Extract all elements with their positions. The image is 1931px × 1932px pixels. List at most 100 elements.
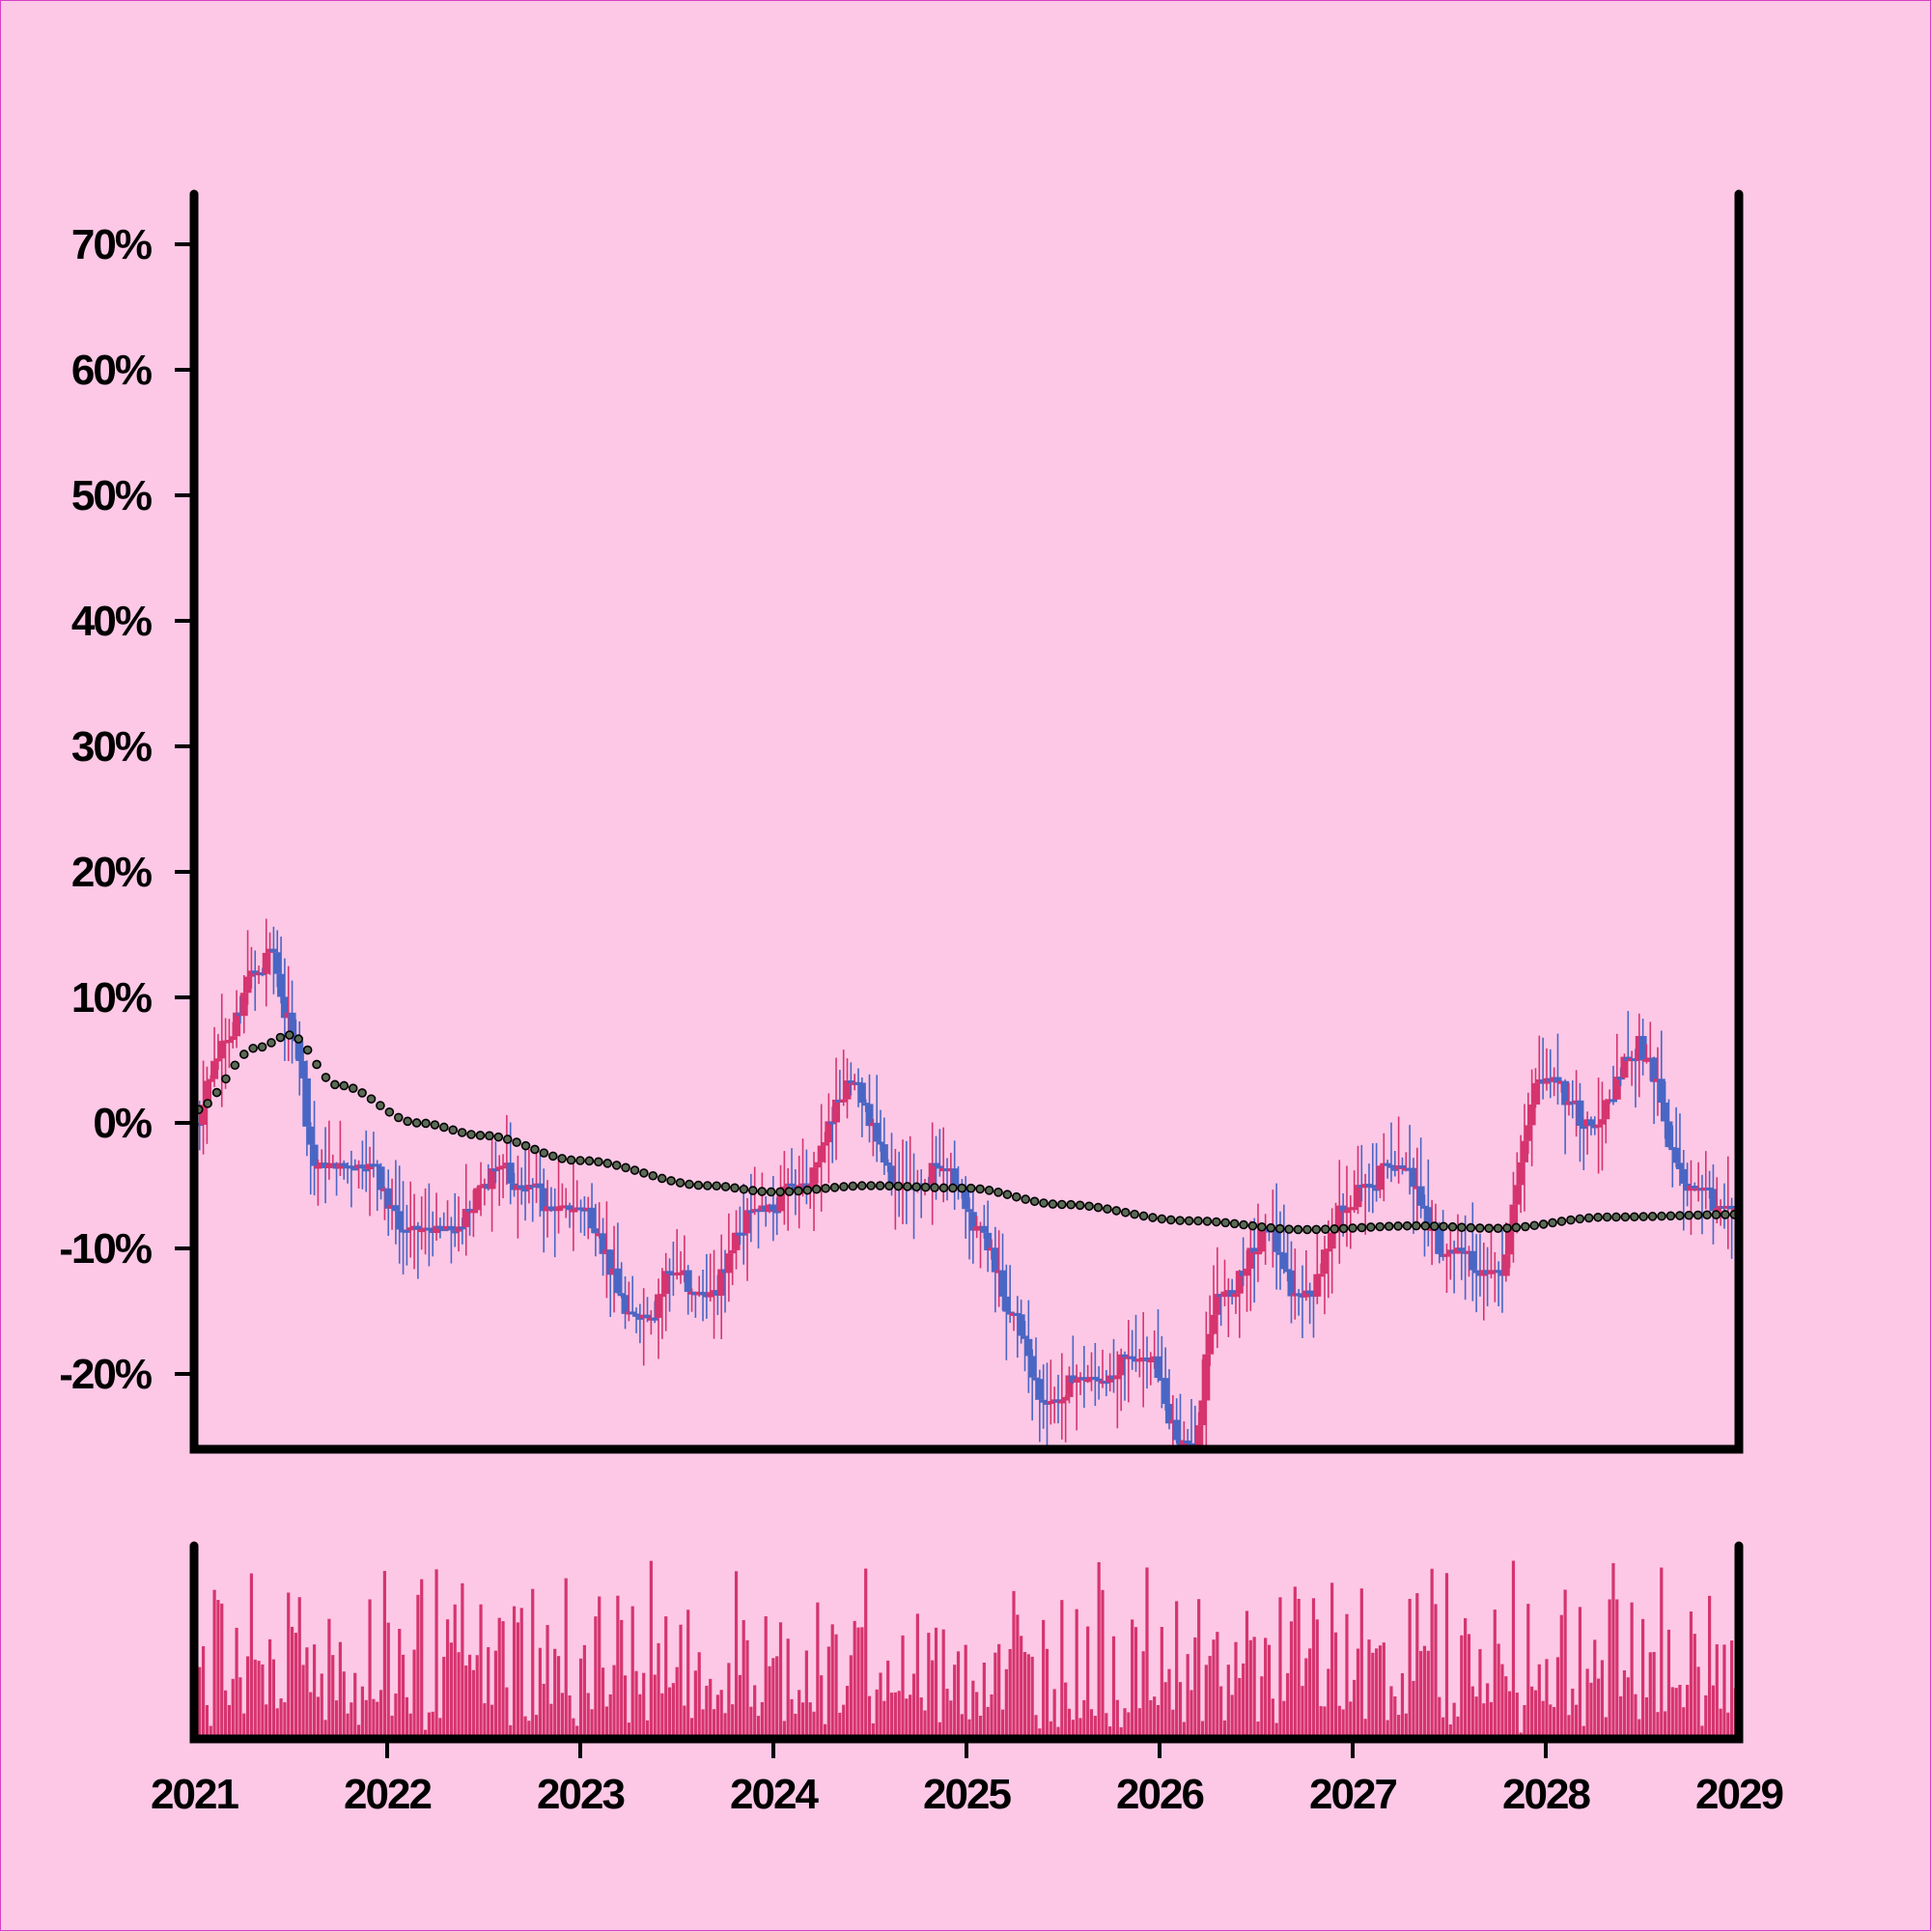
volume-bar bbox=[327, 1618, 331, 1739]
x-tick-label: 2023 bbox=[537, 1771, 624, 1818]
candle-body bbox=[1672, 1147, 1681, 1163]
trend-dot bbox=[1412, 1220, 1421, 1231]
volume-bar bbox=[1615, 1599, 1619, 1739]
candle-body bbox=[1472, 1270, 1481, 1274]
volume-bar bbox=[616, 1595, 620, 1739]
candle-body bbox=[391, 1205, 400, 1212]
trend-dot bbox=[457, 1128, 467, 1137]
candle-body bbox=[1324, 1248, 1332, 1252]
trend-dot bbox=[348, 1083, 358, 1093]
volume-bar bbox=[808, 1702, 812, 1739]
trend-dot bbox=[811, 1184, 822, 1194]
volume-bar bbox=[490, 1704, 494, 1739]
candle-body bbox=[566, 1205, 574, 1211]
candle-body bbox=[1320, 1249, 1329, 1274]
y-tick-label: 30% bbox=[71, 723, 152, 770]
trend-dot bbox=[930, 1183, 939, 1192]
candle-body bbox=[1164, 1403, 1173, 1424]
candle-body bbox=[1384, 1162, 1392, 1166]
volume-bar bbox=[467, 1654, 472, 1739]
volume-bar bbox=[915, 1613, 919, 1739]
trend-dot bbox=[366, 1094, 377, 1104]
candle-body bbox=[1620, 1056, 1629, 1078]
x-tick-label: 2027 bbox=[1309, 1771, 1396, 1818]
volume-bar bbox=[804, 1650, 808, 1739]
volume-bar bbox=[578, 1658, 583, 1739]
candle-body bbox=[950, 1168, 959, 1185]
volume-bar bbox=[1585, 1668, 1589, 1739]
trend-dot bbox=[1384, 1221, 1394, 1231]
volume-bar bbox=[1464, 1617, 1468, 1739]
candle-body bbox=[1616, 1077, 1625, 1080]
volume-bar bbox=[612, 1665, 616, 1739]
volume-bar bbox=[1337, 1705, 1341, 1739]
candle-body bbox=[887, 1165, 896, 1187]
trend-dot bbox=[1075, 1200, 1085, 1211]
volume-bar bbox=[538, 1647, 542, 1739]
volume-bar bbox=[1660, 1567, 1664, 1739]
candle-body bbox=[1301, 1290, 1310, 1298]
volume-bar bbox=[1730, 1640, 1734, 1739]
volume-bar bbox=[1286, 1672, 1290, 1739]
volume-bar bbox=[971, 1680, 975, 1739]
volume-bar bbox=[645, 1720, 650, 1739]
volume-bar bbox=[1504, 1676, 1508, 1739]
candle-body bbox=[210, 1060, 219, 1079]
trend-dot bbox=[784, 1187, 795, 1196]
volume-bar bbox=[1526, 1604, 1530, 1739]
candle-body bbox=[1198, 1400, 1207, 1426]
candle-body bbox=[1235, 1271, 1244, 1294]
volume-bar bbox=[1274, 1722, 1278, 1739]
price-panel-frame bbox=[189, 189, 1744, 1454]
trend-dot bbox=[1529, 1220, 1540, 1231]
volume-bar bbox=[1278, 1597, 1282, 1739]
volume-bar bbox=[800, 1702, 805, 1739]
trend-dot bbox=[547, 1151, 558, 1162]
trend-dot bbox=[903, 1182, 912, 1191]
volume-bar bbox=[653, 1674, 657, 1739]
candle-body bbox=[617, 1293, 626, 1297]
volume-bar bbox=[1419, 1650, 1423, 1739]
candle-body bbox=[629, 1311, 637, 1315]
candle-body bbox=[314, 1165, 322, 1169]
candle-body bbox=[724, 1253, 733, 1274]
volume-bar bbox=[1282, 1700, 1286, 1739]
volume-bar bbox=[1022, 1652, 1027, 1739]
volume-bar bbox=[889, 1693, 894, 1739]
candle-body bbox=[1184, 1440, 1192, 1443]
volume-bar bbox=[1493, 1610, 1497, 1739]
trend-dot bbox=[421, 1118, 431, 1129]
volume-bar bbox=[875, 1689, 879, 1739]
candle-body bbox=[1021, 1335, 1029, 1339]
trend-dot bbox=[1011, 1191, 1021, 1202]
candle-body bbox=[1002, 1296, 1011, 1312]
candle-body bbox=[591, 1228, 600, 1234]
trend-dot bbox=[1338, 1223, 1349, 1234]
trend-dot bbox=[221, 1074, 231, 1084]
candle-body bbox=[1095, 1378, 1104, 1382]
volume-bar bbox=[856, 1627, 860, 1739]
candle-body bbox=[1073, 1379, 1081, 1383]
volume-bar bbox=[1604, 1717, 1608, 1739]
volume-bar bbox=[423, 1729, 428, 1739]
volume-bar bbox=[826, 1646, 830, 1739]
volume-bar bbox=[1389, 1686, 1393, 1739]
volume-bar bbox=[745, 1639, 749, 1739]
trend-dot bbox=[294, 1034, 304, 1044]
trend-dot bbox=[1702, 1210, 1712, 1220]
volume-bar bbox=[938, 1722, 941, 1739]
volume-bar bbox=[790, 1698, 794, 1739]
volume-bar bbox=[911, 1673, 916, 1739]
volume-bar bbox=[997, 1643, 1001, 1739]
volume-bar bbox=[1060, 1600, 1064, 1739]
candle-body bbox=[1317, 1274, 1326, 1277]
volume-bar bbox=[1234, 1641, 1238, 1739]
volume-bar bbox=[864, 1568, 868, 1739]
trend-dot bbox=[829, 1183, 840, 1192]
volume-bar bbox=[1141, 1651, 1145, 1739]
candle-body bbox=[1128, 1356, 1136, 1359]
candle-body bbox=[1657, 1078, 1665, 1103]
trend-dot bbox=[1721, 1210, 1730, 1219]
candle-body bbox=[1509, 1204, 1518, 1232]
trend-dot bbox=[584, 1156, 595, 1166]
